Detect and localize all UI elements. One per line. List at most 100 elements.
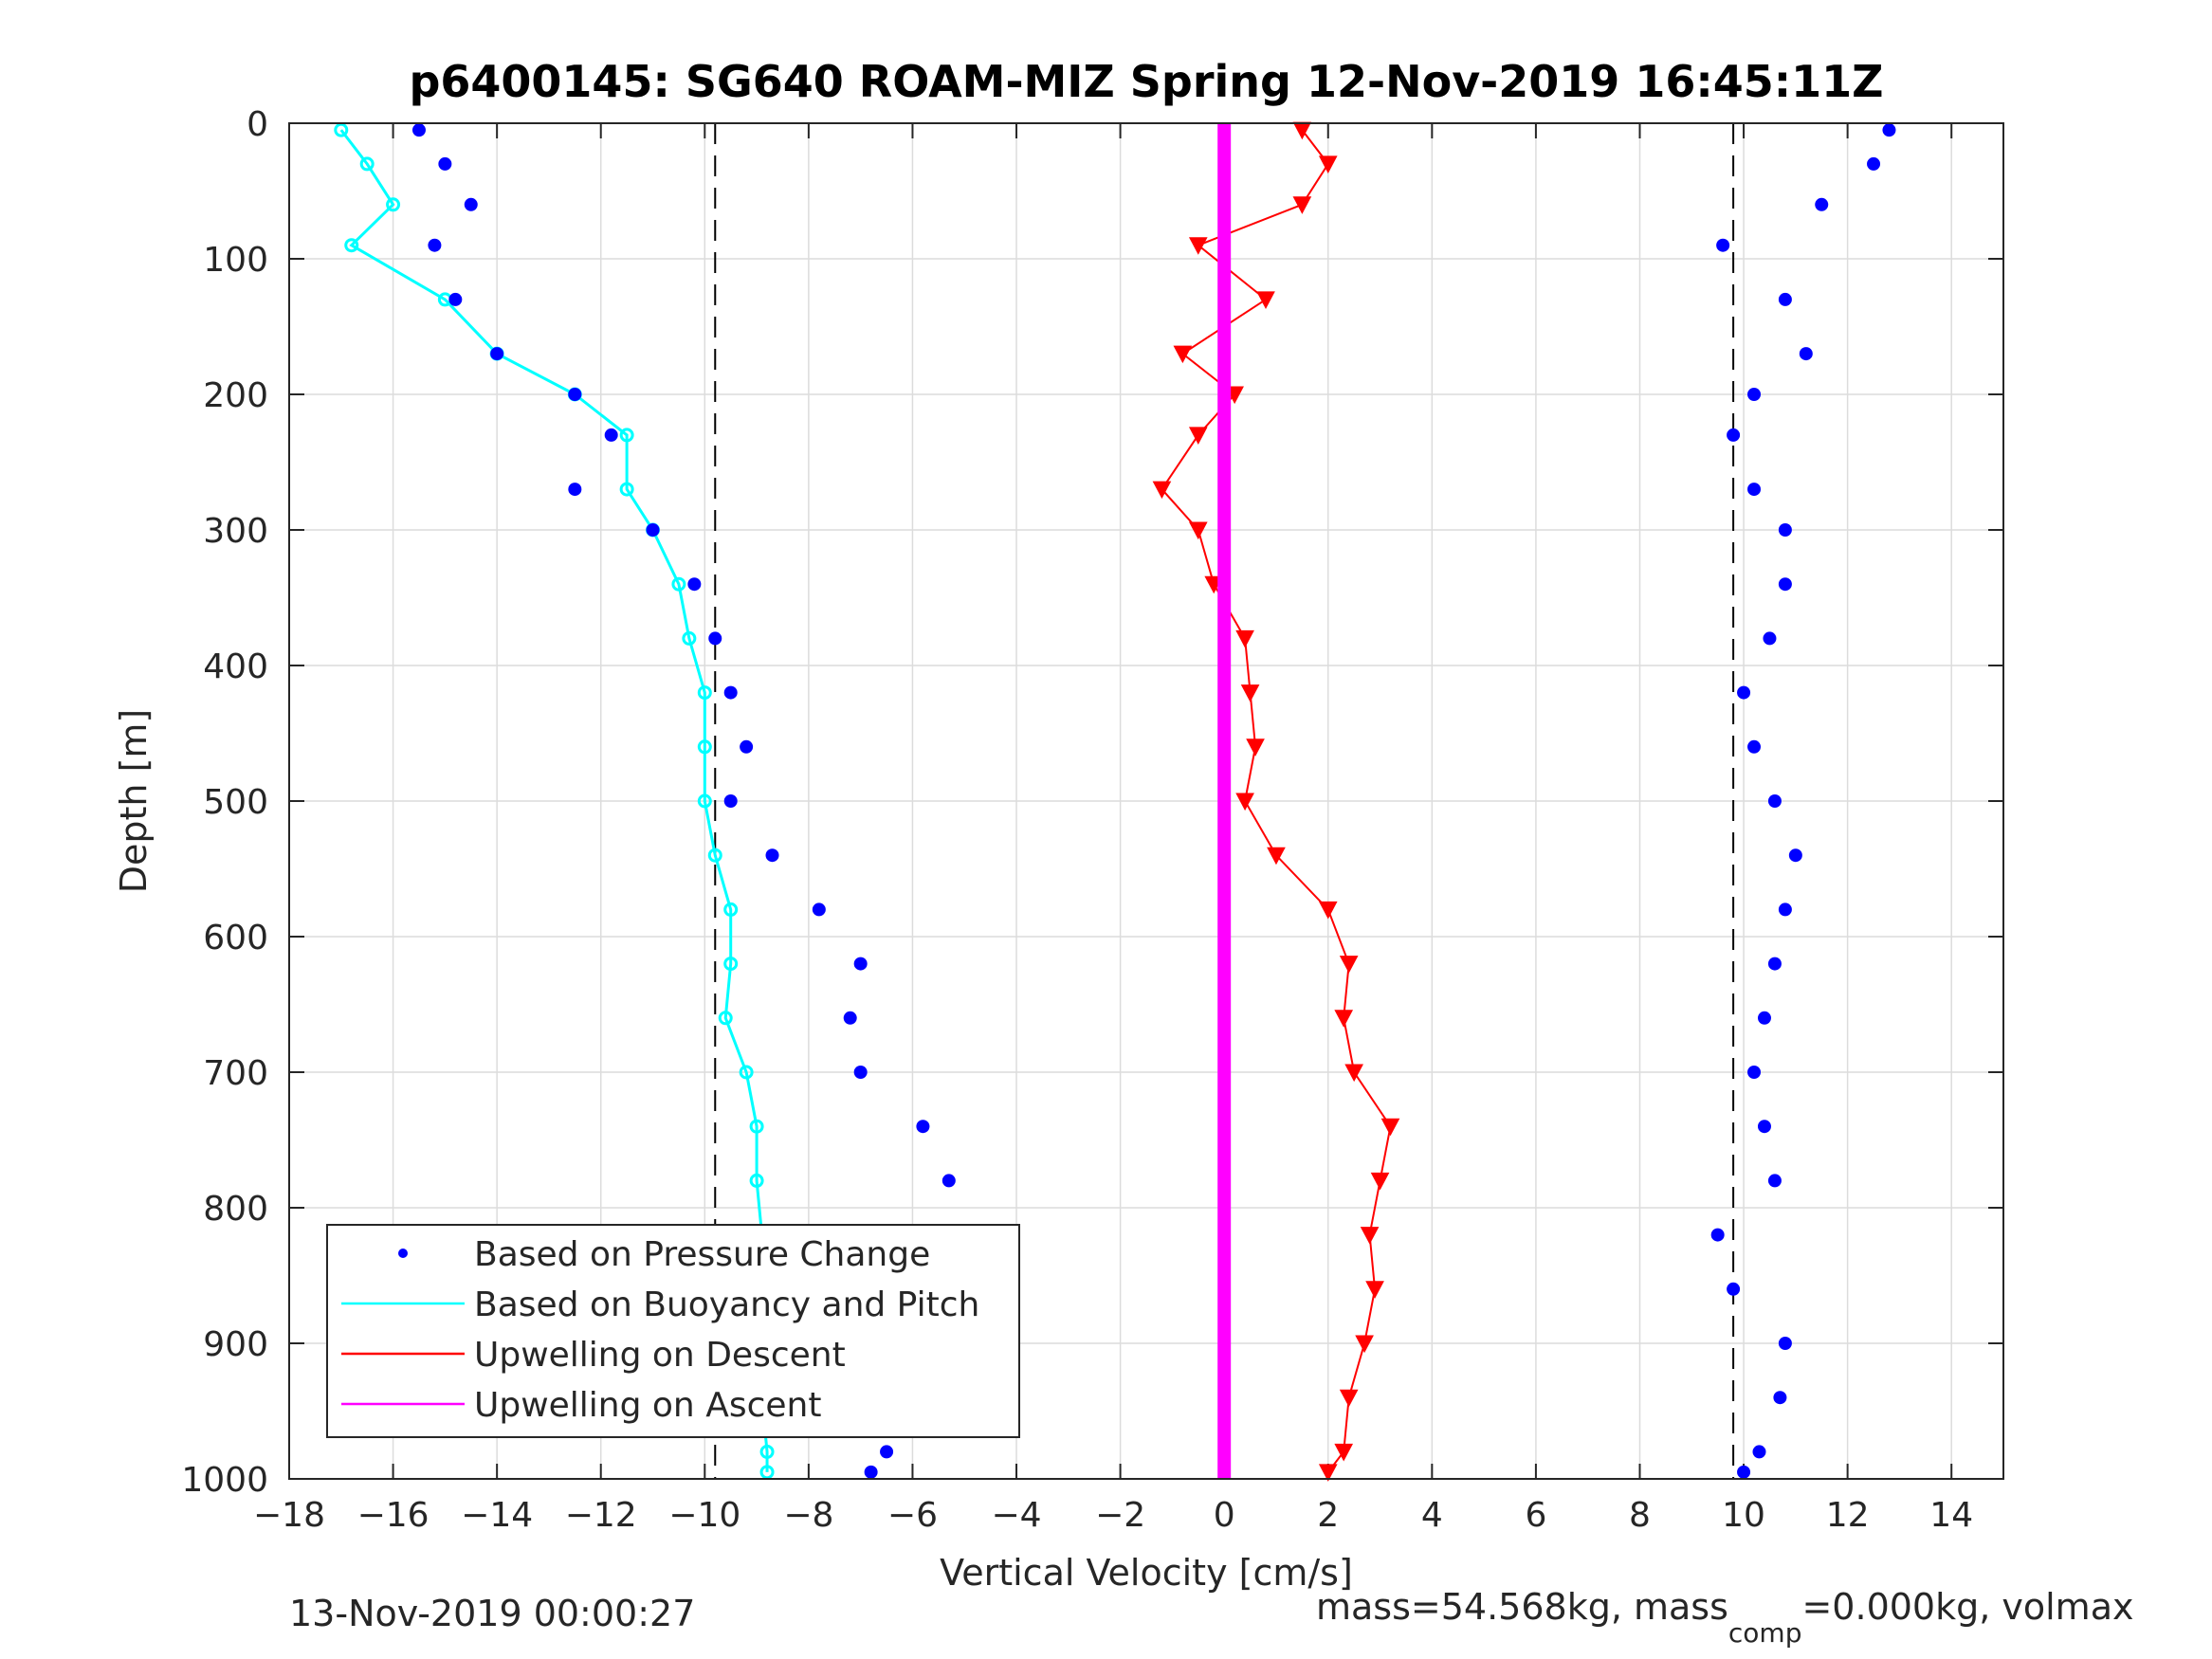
descent-point: [1370, 1172, 1390, 1191]
pressure-descent-point: [765, 848, 779, 863]
buoyancy-point: [386, 197, 401, 212]
descent-point: [1256, 291, 1275, 309]
pressure-ascent-point: [1710, 1228, 1725, 1242]
plot-frame: [288, 122, 2004, 1480]
pressure-descent-point: [812, 902, 826, 917]
pressure-ascent-point: [1778, 523, 1792, 537]
x-tick-label: −16: [357, 1496, 430, 1535]
pressure-ascent-point: [1763, 631, 1777, 646]
pressure-ascent-point: [1752, 1445, 1766, 1459]
buoyancy-point: [334, 122, 349, 137]
buoyancy-point: [619, 482, 634, 497]
legend-box: [326, 1224, 1020, 1438]
descent-point: [1173, 345, 1193, 364]
footer-mass-subscript: comp: [1728, 1617, 1802, 1649]
buoyancy-point: [749, 1173, 764, 1188]
pressure-descent-point: [853, 1066, 868, 1079]
legend: Based on Pressure Change Based on Buoyanc…: [326, 1224, 1020, 1438]
x-tick-label: −14: [461, 1496, 533, 1535]
buoyancy-point: [697, 685, 712, 701]
x-tick-label: −18: [253, 1496, 325, 1535]
x-tick-label: 14: [1929, 1496, 1973, 1535]
descent-point: [1188, 521, 1208, 540]
descent-point: [1360, 1227, 1380, 1245]
buoyancy-point: [718, 1011, 733, 1026]
pressure-ascent-point: [1778, 292, 1792, 306]
buoyancy-point: [723, 957, 739, 972]
x-tick-label: −4: [991, 1496, 1041, 1535]
buoyancy-point: [723, 902, 739, 917]
descent-point: [1355, 1335, 1374, 1354]
buoyancy-point: [619, 428, 634, 443]
pressure-descent-point: [853, 957, 868, 971]
legend-label: Based on Buoyancy and Pitch: [474, 1285, 979, 1324]
pressure-ascent-point: [1767, 794, 1782, 808]
pressure-descent-point: [646, 523, 660, 537]
y-tick-label: 100: [203, 241, 268, 280]
pressure-ascent-point: [1727, 1282, 1741, 1296]
y-tick-label: 900: [203, 1325, 268, 1364]
footer-mass-info: mass=54.568kg, masscomp=0.000kg, volmax: [1316, 1586, 2133, 1649]
x-axis-label: Vertical Velocity [cm/s]: [940, 1552, 1353, 1594]
y-tick-label: 1000: [181, 1461, 268, 1500]
descent-point: [1152, 481, 1172, 500]
x-tick-labels: −18 −16 −14 −12 −10 −8 −6 −4 −2 0 2 4 6 8 10 12 14: [253, 1496, 1973, 1535]
buoyancy-point: [344, 238, 359, 253]
footer-mass-prefix: mass=54.568kg, mass: [1316, 1586, 1728, 1628]
pressure-descent-point: [708, 631, 722, 646]
pressure-descent-point: [464, 197, 478, 211]
legend-label: Based on Pressure Change: [474, 1235, 930, 1274]
legend-label: Upwelling on Ascent: [474, 1386, 821, 1425]
x-tick-label: −6: [887, 1496, 938, 1535]
pressure-ascent-point: [1788, 848, 1802, 863]
descent-point: [1240, 684, 1260, 702]
pressure-descent-point: [604, 428, 618, 442]
descent-point: [1334, 1443, 1354, 1462]
pressure-ascent-point: [1716, 238, 1730, 252]
pressure-ascent-point: [1757, 1011, 1771, 1025]
descent-point: [1188, 427, 1208, 445]
descent-point: [1380, 1118, 1400, 1137]
x-tick-label: 2: [1317, 1496, 1339, 1535]
y-tick-label: 800: [203, 1190, 268, 1229]
pressure-ascent-point: [1757, 1120, 1771, 1134]
descent-point: [1334, 1010, 1354, 1028]
x-tick-label: 0: [1214, 1496, 1235, 1535]
descent-point: [1365, 1281, 1384, 1299]
buoyancy-point: [697, 793, 712, 809]
x-tick-label: −8: [783, 1496, 833, 1535]
y-tick-label: 400: [203, 647, 268, 686]
y-axis-label: Depth [m]: [113, 709, 155, 894]
pressure-descent-point: [568, 483, 582, 497]
pressure-ascent-point: [1815, 197, 1829, 211]
pressure-ascent-point: [1747, 388, 1762, 401]
descent-point: [1318, 155, 1338, 173]
x-tick-label: 10: [1722, 1496, 1765, 1535]
buoyancy-point: [749, 1119, 764, 1134]
pressure-ascent-point: [1767, 1174, 1782, 1188]
pressure-descent-point: [723, 794, 738, 808]
descent-point: [1235, 793, 1254, 811]
descent-point: [1292, 196, 1312, 214]
descent-point: [1267, 847, 1286, 866]
descent-point: [1339, 956, 1359, 974]
pressure-ascent-point: [1747, 739, 1762, 754]
buoyancy-point: [759, 1444, 775, 1459]
legend-label: Upwelling on Descent: [474, 1336, 846, 1375]
footer-timestamp: 13-Nov-2019 00:00:27: [289, 1593, 695, 1634]
footer-mass-suffix: =0.000kg, volmax: [1801, 1586, 2133, 1628]
pressure-descent-point: [864, 1465, 878, 1479]
legend-swatch-dot: [398, 1249, 408, 1258]
pressure-ascent-point: [1799, 347, 1813, 361]
pressure-ascent-point: [1737, 685, 1751, 700]
y-tick-labels: 0 100 200 300 400 500 600 700 800 900 1000: [181, 105, 268, 1500]
y-tick-label: 500: [203, 783, 268, 822]
pressure-descent-point: [740, 739, 754, 754]
descent-point: [1292, 121, 1312, 140]
x-tick-label: −2: [1095, 1496, 1145, 1535]
x-tick-label: −12: [565, 1496, 637, 1535]
pressure-ascent-point: [1737, 1465, 1751, 1479]
pressure-descent-point: [490, 347, 504, 361]
pressure-ascent-point: [1747, 1066, 1762, 1079]
